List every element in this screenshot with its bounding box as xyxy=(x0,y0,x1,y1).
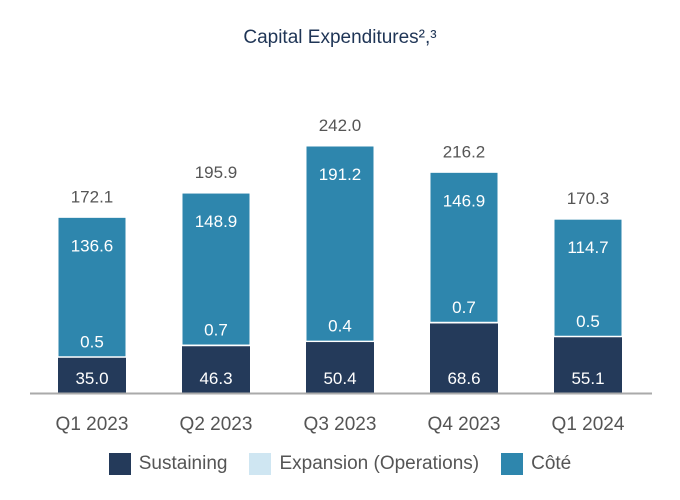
total-label: 172.1 xyxy=(71,187,114,206)
data-label: 46.3 xyxy=(199,369,232,388)
bar-segment xyxy=(554,336,622,393)
legend-swatch xyxy=(249,453,272,475)
legend-label: Sustaining xyxy=(138,453,228,474)
bar-segment xyxy=(305,145,375,342)
data-label: 136.6 xyxy=(71,236,114,255)
legend-swatch xyxy=(501,453,524,475)
data-label: 146.9 xyxy=(443,191,486,210)
bar-segment xyxy=(553,218,623,337)
total-label: 195.9 xyxy=(195,163,238,182)
bar-segment xyxy=(57,216,127,358)
x-tick-label: Q2 2023 xyxy=(180,414,253,435)
data-label: 50.4 xyxy=(323,369,356,388)
x-tick-label: Q3 2023 xyxy=(304,414,377,435)
x-tick-label: Q1 2024 xyxy=(552,414,625,435)
chart-title: Capital Expenditures²,³ xyxy=(243,27,437,48)
data-label: 0.5 xyxy=(576,312,600,331)
legend-label: Côté xyxy=(531,453,572,474)
legend: Sustaining Expansion (Operations) Côté xyxy=(0,453,680,475)
data-label: 55.1 xyxy=(571,369,604,388)
bar-segment xyxy=(58,357,126,393)
legend-swatch xyxy=(108,453,131,475)
data-label: 35.0 xyxy=(75,369,108,388)
data-label: 0.7 xyxy=(204,321,228,340)
total-label: 170.3 xyxy=(567,189,610,208)
total-label: 216.2 xyxy=(443,142,486,161)
data-label: 191.2 xyxy=(319,165,362,184)
x-tick-label: Q1 2023 xyxy=(56,414,129,435)
bar-segment xyxy=(430,322,498,393)
bar-segment xyxy=(306,341,374,393)
data-label: 0.4 xyxy=(328,317,352,336)
data-label: 68.6 xyxy=(447,369,480,388)
data-label: 0.7 xyxy=(452,298,476,317)
total-label: 242.0 xyxy=(319,116,362,135)
data-label: 0.5 xyxy=(80,332,104,351)
bar-segment xyxy=(182,345,250,393)
legend-item-sustaining: Sustaining xyxy=(108,453,228,475)
legend-item-cote: Côté xyxy=(501,453,571,475)
bar-segment xyxy=(429,171,499,323)
data-label: 114.7 xyxy=(567,238,608,257)
data-label: 148.9 xyxy=(195,212,238,231)
legend-item-expansion: Expansion (Operations) xyxy=(249,453,479,475)
bar-segment xyxy=(181,192,251,346)
legend-label: Expansion (Operations) xyxy=(279,453,480,474)
x-tick-label: Q4 2023 xyxy=(428,414,501,435)
